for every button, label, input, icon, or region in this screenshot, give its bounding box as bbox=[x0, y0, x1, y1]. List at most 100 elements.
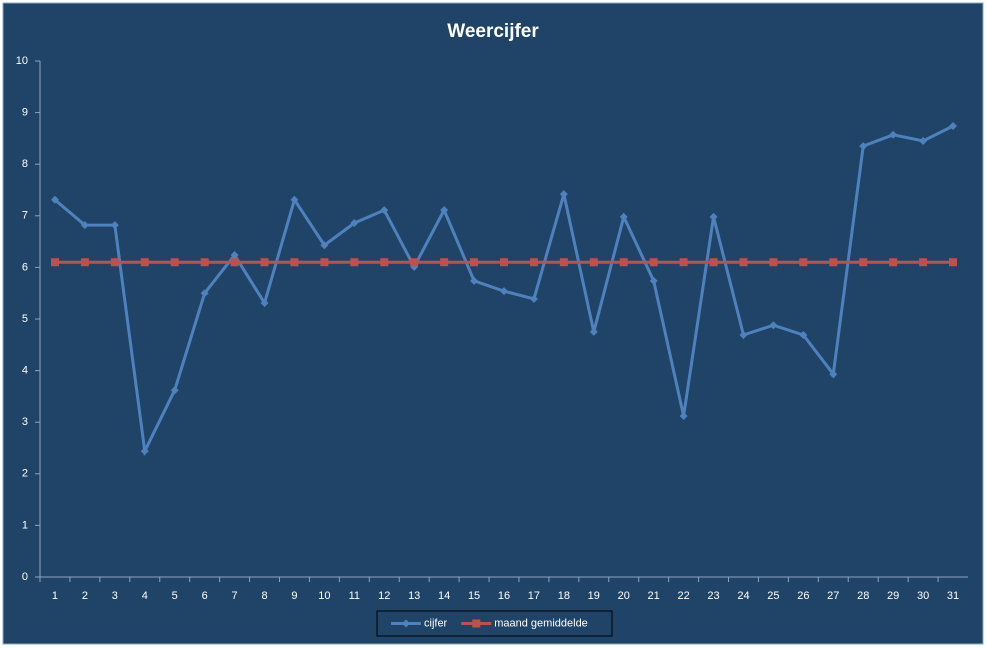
point bbox=[80, 221, 89, 230]
point bbox=[949, 122, 958, 131]
point bbox=[350, 219, 359, 228]
x-tick-label: 17 bbox=[528, 590, 540, 602]
x-tick-label: 10 bbox=[318, 590, 330, 602]
point bbox=[50, 258, 59, 267]
point bbox=[679, 258, 688, 267]
point bbox=[889, 130, 898, 139]
point bbox=[769, 321, 778, 330]
point bbox=[380, 206, 389, 215]
point bbox=[380, 258, 389, 267]
point bbox=[589, 258, 598, 267]
point bbox=[589, 327, 598, 336]
x-tick-label: 13 bbox=[408, 590, 420, 602]
point bbox=[679, 412, 688, 421]
y-tick-label: 5 bbox=[22, 313, 28, 325]
y-tick-label: 8 bbox=[22, 158, 28, 170]
point bbox=[50, 195, 59, 204]
point bbox=[440, 258, 449, 267]
point bbox=[500, 258, 508, 267]
point bbox=[80, 258, 89, 267]
legend-label: maand gemiddelde bbox=[494, 617, 588, 629]
point bbox=[619, 212, 628, 221]
point bbox=[110, 258, 119, 267]
point bbox=[140, 447, 149, 456]
x-tick-label: 24 bbox=[737, 590, 749, 602]
x-tick-label: 30 bbox=[917, 590, 929, 602]
x-tick-label: 22 bbox=[677, 590, 689, 602]
x-tick-label: 18 bbox=[558, 590, 570, 602]
point bbox=[470, 258, 479, 267]
x-tick-label: 12 bbox=[378, 590, 390, 602]
point bbox=[739, 258, 748, 267]
point bbox=[320, 258, 329, 267]
legend-box bbox=[376, 610, 613, 637]
point bbox=[529, 258, 538, 267]
x-tick-label: 1 bbox=[52, 590, 58, 602]
x-tick-label: 27 bbox=[827, 590, 839, 602]
x-tick-label: 8 bbox=[261, 590, 267, 602]
x-tick-label: 6 bbox=[202, 590, 208, 602]
point bbox=[919, 258, 928, 267]
point bbox=[260, 299, 269, 308]
x-tick-label: 26 bbox=[797, 590, 809, 602]
point bbox=[290, 258, 299, 267]
x-tick-label: 19 bbox=[588, 590, 600, 602]
point bbox=[170, 258, 179, 267]
x-tick-label: 3 bbox=[112, 590, 118, 602]
y-tick-label: 10 bbox=[16, 55, 28, 67]
point bbox=[709, 212, 718, 221]
point bbox=[230, 251, 239, 260]
point bbox=[290, 195, 299, 204]
point bbox=[140, 258, 149, 267]
y-tick-label: 7 bbox=[22, 210, 28, 222]
point bbox=[230, 258, 239, 267]
y-tick-label: 6 bbox=[22, 261, 28, 273]
x-tick-label: 4 bbox=[142, 590, 148, 602]
point bbox=[559, 258, 568, 267]
y-tick-label: 2 bbox=[22, 468, 28, 480]
chart-title: Weercijfer bbox=[447, 21, 539, 42]
point bbox=[649, 258, 658, 267]
point bbox=[859, 258, 868, 267]
y-tick-label: 3 bbox=[22, 416, 28, 428]
point bbox=[200, 289, 209, 298]
x-tick-label: 14 bbox=[438, 590, 450, 602]
point bbox=[440, 206, 449, 215]
x-tick-label: 5 bbox=[172, 590, 178, 602]
point bbox=[470, 276, 479, 285]
point bbox=[320, 241, 329, 250]
point bbox=[170, 386, 179, 395]
x-tick-label: 20 bbox=[618, 590, 630, 602]
y-tick-label: 1 bbox=[22, 519, 28, 531]
point bbox=[949, 258, 958, 267]
point bbox=[799, 258, 808, 267]
point bbox=[260, 258, 269, 267]
x-tick-label: 23 bbox=[707, 590, 719, 602]
point bbox=[769, 258, 778, 267]
x-tick-label: 15 bbox=[468, 590, 480, 602]
x-tick-label: 11 bbox=[349, 590, 360, 602]
y-tick-label: 0 bbox=[22, 571, 28, 583]
legend-marker bbox=[402, 619, 410, 628]
legend-marker bbox=[472, 619, 481, 628]
point bbox=[829, 258, 838, 267]
point bbox=[410, 258, 419, 267]
point bbox=[500, 287, 508, 296]
x-tick-label: 21 bbox=[648, 590, 660, 602]
x-tick-label: 16 bbox=[498, 590, 510, 602]
point bbox=[829, 370, 838, 379]
point bbox=[889, 258, 898, 267]
x-tick-label: 7 bbox=[232, 590, 238, 602]
point bbox=[559, 190, 568, 199]
x-tick-label: 31 bbox=[947, 590, 959, 602]
point bbox=[200, 258, 209, 267]
x-tick-label: 29 bbox=[887, 590, 899, 602]
point bbox=[859, 142, 868, 151]
point bbox=[649, 276, 658, 285]
legend-label: cijfer bbox=[424, 617, 448, 629]
point bbox=[739, 330, 748, 339]
y-tick-label: 9 bbox=[22, 107, 28, 119]
x-tick-label: 25 bbox=[767, 590, 779, 602]
